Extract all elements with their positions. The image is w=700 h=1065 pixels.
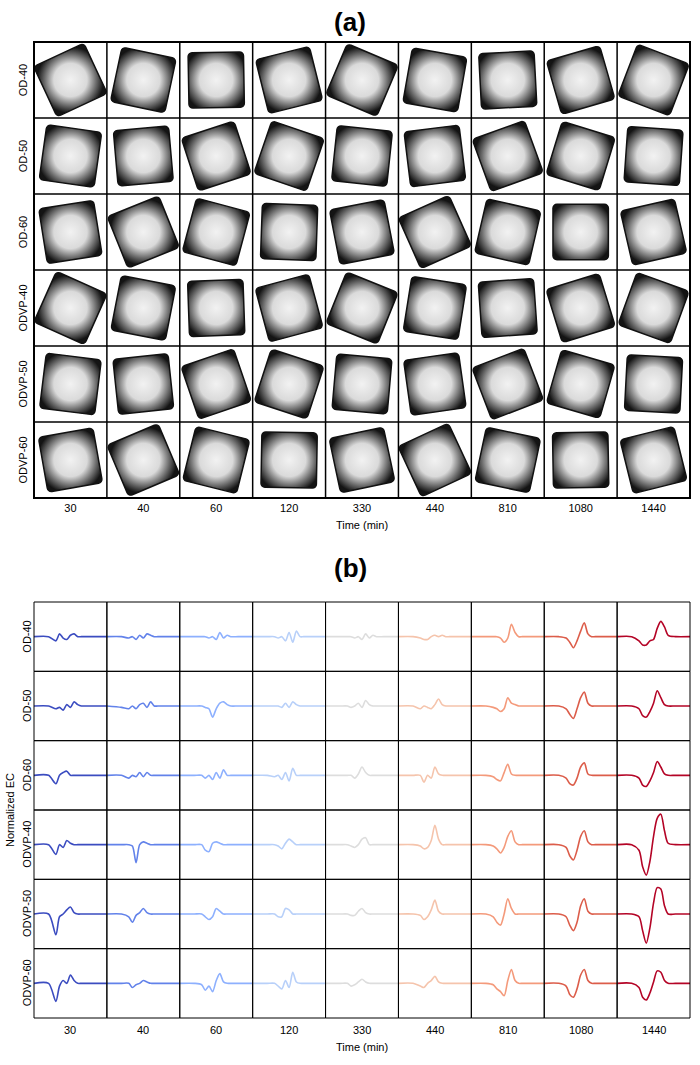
- svg-text:ODVP-60: ODVP-60: [21, 959, 33, 1006]
- svg-text:(a): (a): [334, 7, 366, 37]
- svg-text:810: 810: [499, 502, 517, 514]
- svg-text:1080: 1080: [568, 502, 592, 514]
- svg-text:OD-50: OD-50: [21, 690, 33, 722]
- svg-text:40: 40: [137, 502, 149, 514]
- svg-text:OD-40: OD-40: [17, 64, 29, 96]
- svg-text:OD-40: OD-40: [21, 620, 33, 652]
- svg-text:30: 30: [64, 502, 76, 514]
- svg-text:1080: 1080: [569, 1024, 593, 1036]
- svg-text:Time (min): Time (min): [336, 519, 388, 531]
- svg-text:120: 120: [280, 1024, 298, 1036]
- svg-text:ODVP-40: ODVP-40: [17, 284, 29, 331]
- svg-text:1440: 1440: [641, 502, 665, 514]
- svg-text:ODVP-50: ODVP-50: [17, 360, 29, 407]
- svg-text:ODVP-50: ODVP-50: [21, 890, 33, 937]
- svg-text:OD-60: OD-60: [21, 759, 33, 791]
- svg-text:Normalized EC: Normalized EC: [4, 773, 16, 847]
- svg-text:Time (min): Time (min): [336, 1041, 388, 1053]
- svg-text:OD-50: OD-50: [17, 140, 29, 172]
- svg-text:OD-60: OD-60: [17, 216, 29, 248]
- svg-text:60: 60: [210, 1024, 222, 1036]
- svg-text:30: 30: [64, 1024, 76, 1036]
- svg-text:ODVP-60: ODVP-60: [17, 436, 29, 483]
- svg-text:440: 440: [426, 502, 444, 514]
- svg-text:330: 330: [353, 1024, 371, 1036]
- svg-text:810: 810: [499, 1024, 517, 1036]
- svg-text:1440: 1440: [642, 1024, 666, 1036]
- svg-text:(b): (b): [334, 553, 367, 583]
- svg-text:330: 330: [353, 502, 371, 514]
- svg-text:120: 120: [280, 502, 298, 514]
- svg-text:ODVP-40: ODVP-40: [21, 821, 33, 868]
- svg-text:40: 40: [137, 1024, 149, 1036]
- svg-text:60: 60: [210, 502, 222, 514]
- svg-text:440: 440: [426, 1024, 444, 1036]
